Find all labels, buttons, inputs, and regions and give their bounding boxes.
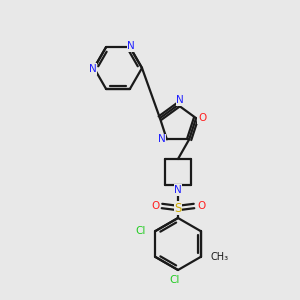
Text: N: N: [89, 64, 97, 74]
Text: N: N: [174, 185, 182, 195]
Text: N: N: [127, 41, 135, 51]
Text: S: S: [174, 202, 182, 214]
Text: N: N: [176, 95, 184, 105]
Text: O: O: [198, 113, 206, 123]
Text: N: N: [158, 134, 166, 144]
Text: O: O: [197, 201, 205, 211]
Text: Cl: Cl: [170, 275, 180, 285]
Text: Cl: Cl: [135, 226, 146, 236]
Text: O: O: [151, 201, 159, 211]
Text: CH₃: CH₃: [211, 252, 229, 262]
